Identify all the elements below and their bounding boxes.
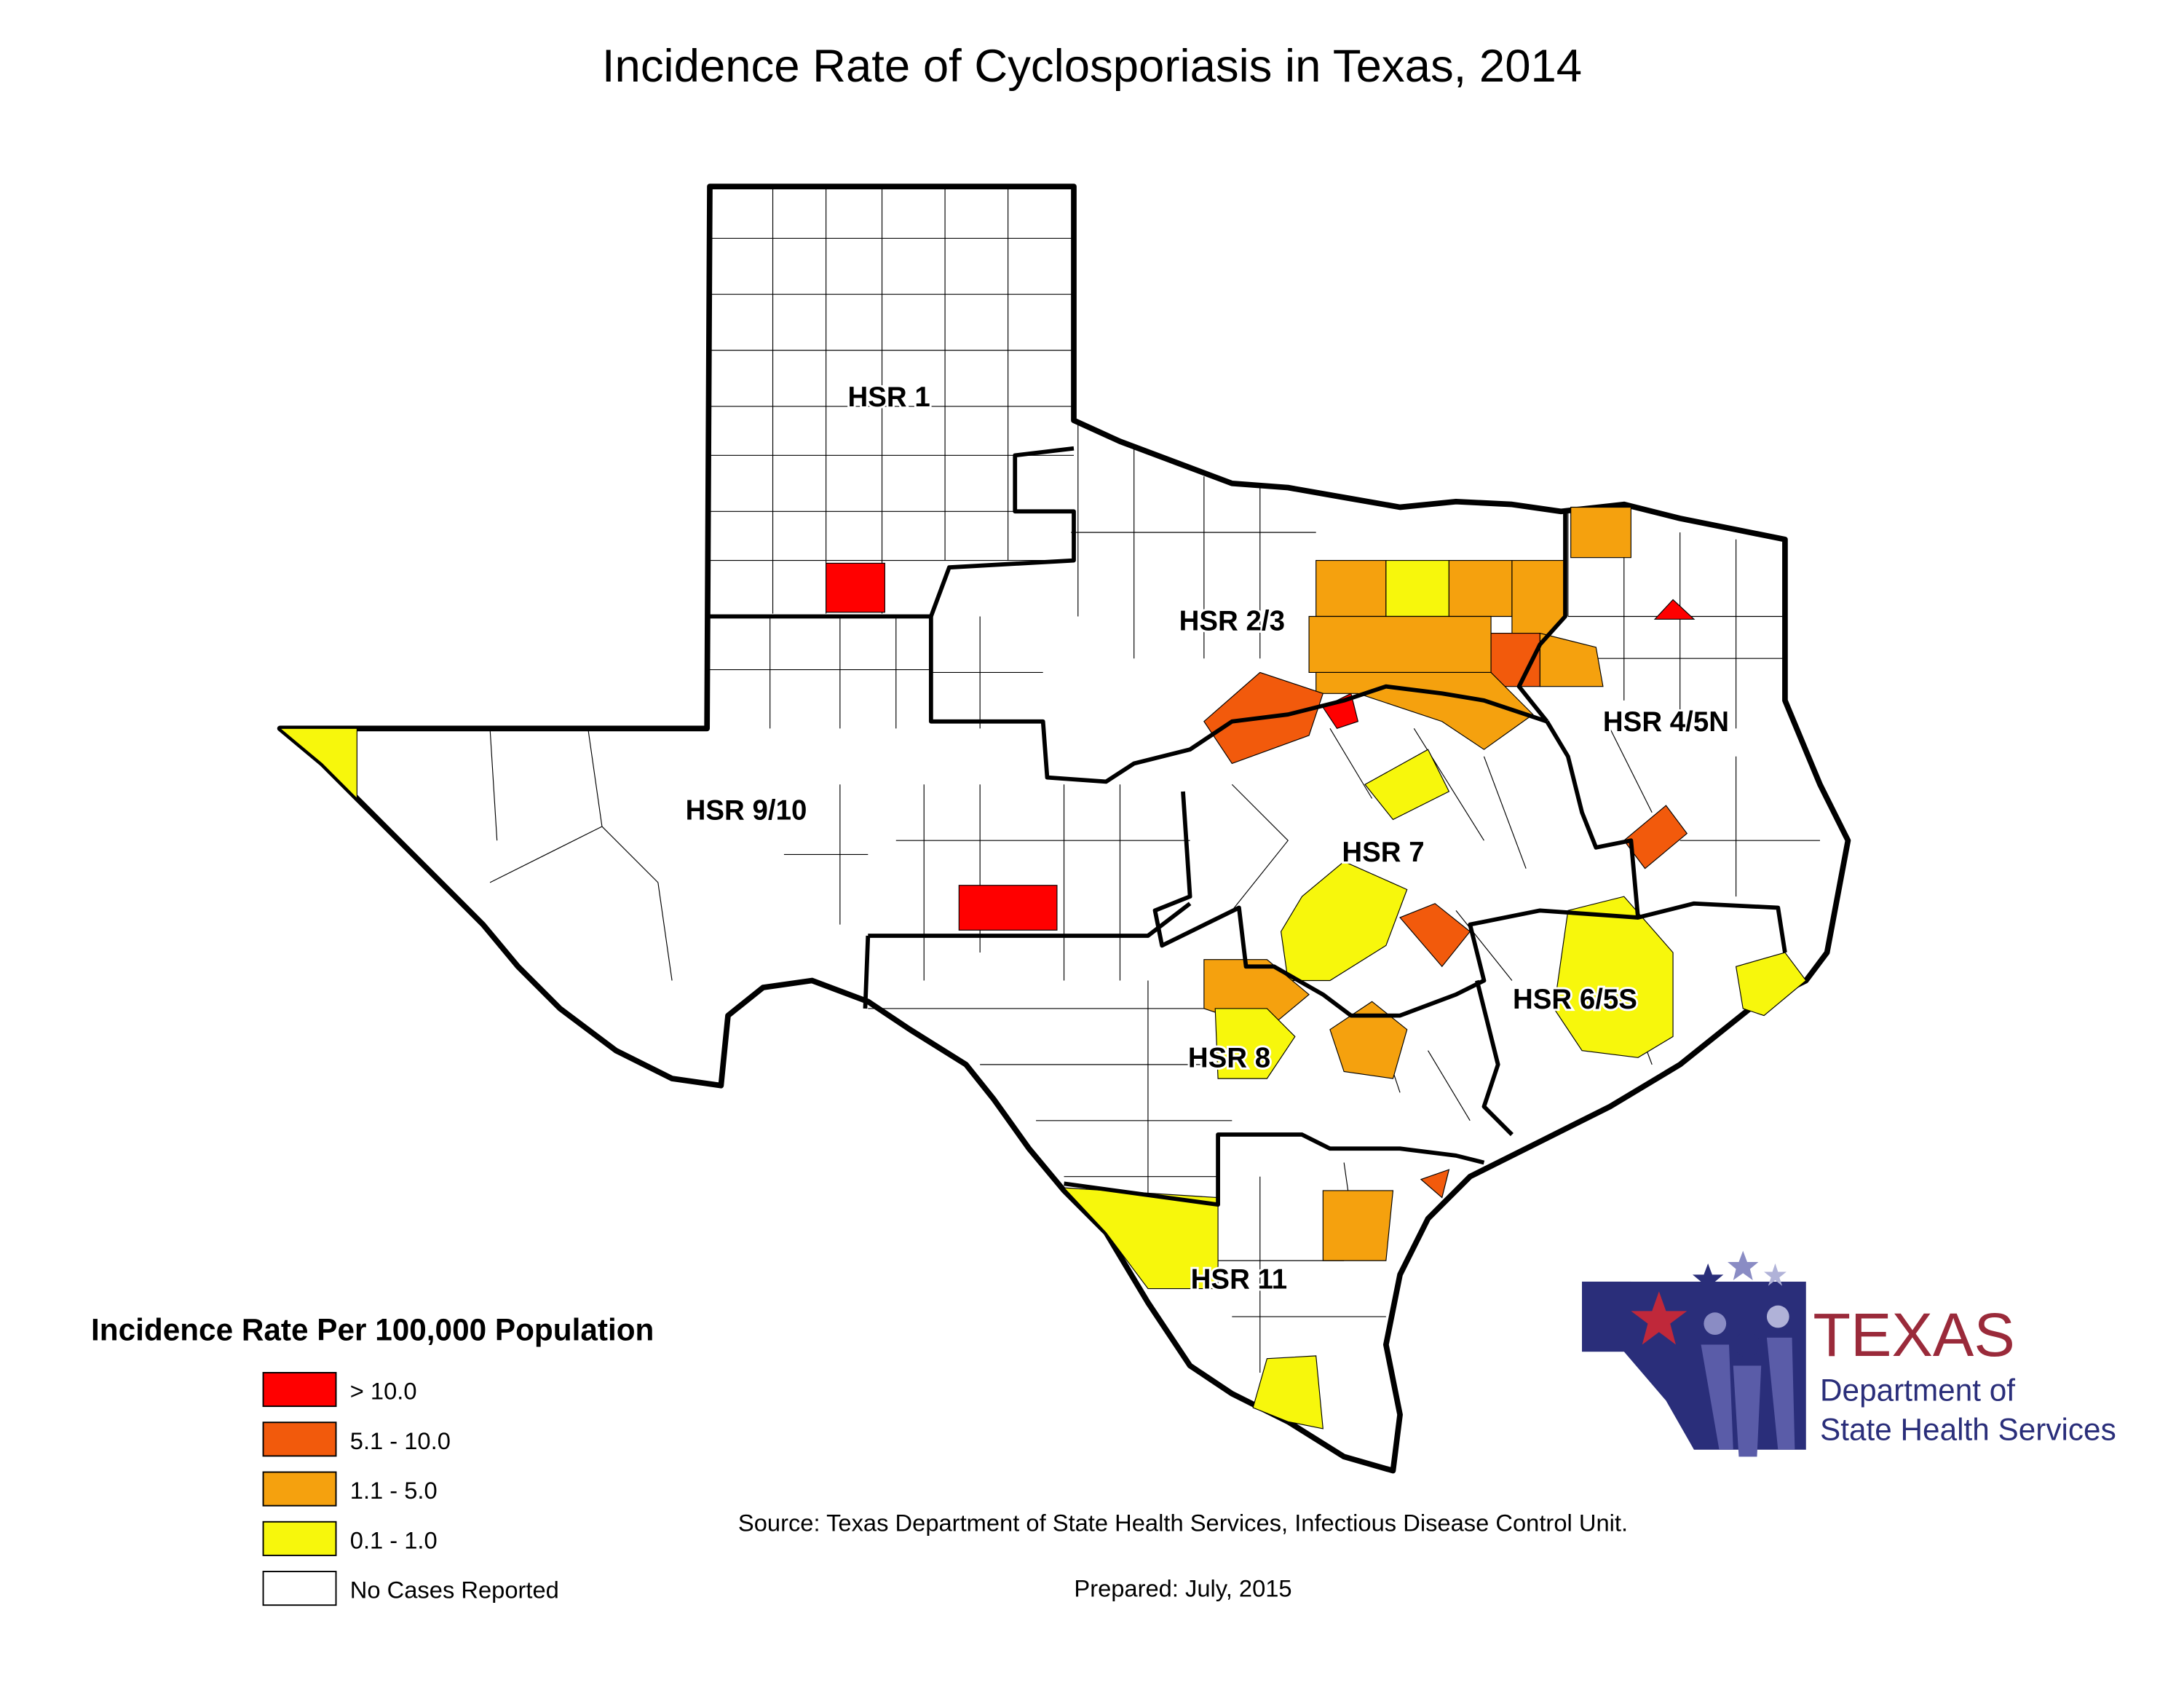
county: [1281, 861, 1408, 982]
county: [1448, 559, 1513, 618]
county: [1653, 599, 1696, 620]
region-label: HSR 8: [1188, 1043, 1270, 1074]
county: [1063, 1187, 1219, 1290]
region-label: HSR 9/10: [686, 794, 807, 826]
county: [1322, 1190, 1394, 1261]
county: [958, 885, 1058, 931]
county: [1252, 1355, 1324, 1429]
logo-block: [1582, 1281, 1631, 1352]
county: [1539, 632, 1604, 687]
legend: Incidence Rate Per 100,000 Population > …: [91, 1313, 654, 1606]
county: [1329, 1001, 1408, 1079]
county: [1623, 805, 1688, 869]
county: [1364, 749, 1450, 821]
legend-label: 1.1 - 5.0: [350, 1477, 438, 1504]
logo-star: [1764, 1263, 1787, 1286]
county-grid: [489, 186, 1820, 1373]
legend-swatch: [262, 1571, 337, 1606]
logo-star: [1693, 1263, 1724, 1293]
legend-label: > 10.0: [350, 1378, 417, 1405]
county: [1214, 1008, 1296, 1079]
dshs-logo: TEXAS Department of State Health Service…: [1582, 1250, 2116, 1457]
region-label: HSR 1: [848, 382, 930, 413]
hsr-boundaries: [707, 446, 1787, 1207]
legend-title: Incidence Rate Per 100,000 Population: [91, 1313, 654, 1347]
region-label: HSR 6/5S: [1513, 984, 1637, 1015]
logo-star: [1631, 1291, 1688, 1345]
county: [1570, 506, 1631, 559]
county: [1315, 559, 1387, 618]
prepared-note: Prepared: July, 2015: [1074, 1575, 1291, 1602]
logo-figures: [1701, 1337, 1795, 1457]
legend-swatch: [262, 1521, 337, 1556]
logo-line: State Health Services: [1820, 1412, 2116, 1446]
legend-swatch: [262, 1372, 337, 1408]
region-labels: HSR 1 HSR 2/3 HSR 4/5N HSR 9/10 HSR 7 HS…: [684, 379, 1731, 1297]
county: [826, 562, 885, 613]
legend-label: 0.1 - 1.0: [350, 1526, 438, 1553]
logo-name: TEXAS: [1813, 1300, 2014, 1369]
logo-figure: [1704, 1312, 1727, 1336]
county: [1735, 952, 1807, 1017]
map-title: Incidence Rate of Cyclosporiasis in Texa…: [602, 41, 1582, 92]
logo-line: Department of: [1820, 1373, 2015, 1407]
region-label: HSR 7: [1342, 837, 1424, 868]
logo-star: [1728, 1250, 1759, 1281]
county: [1420, 1169, 1450, 1199]
logo-figure: [1766, 1305, 1789, 1328]
county: [279, 727, 357, 800]
counties: [279, 506, 1807, 1429]
legend-label: 5.1 - 10.0: [350, 1427, 451, 1454]
region-label: HSR 2/3: [1179, 606, 1285, 637]
source-note: Source: Texas Department of State Health…: [738, 1509, 1628, 1536]
legend-label: No Cases Reported: [350, 1577, 559, 1604]
region-label: HSR 11: [1191, 1264, 1288, 1295]
county: [1385, 559, 1449, 618]
legend-swatch: [262, 1421, 337, 1457]
county: [1308, 615, 1492, 673]
legend-swatch: [262, 1471, 337, 1507]
county: [1322, 693, 1359, 730]
county: [1554, 896, 1674, 1058]
logo-figure: [1734, 1332, 1760, 1357]
region-label: HSR 4/5N: [1603, 706, 1729, 738]
